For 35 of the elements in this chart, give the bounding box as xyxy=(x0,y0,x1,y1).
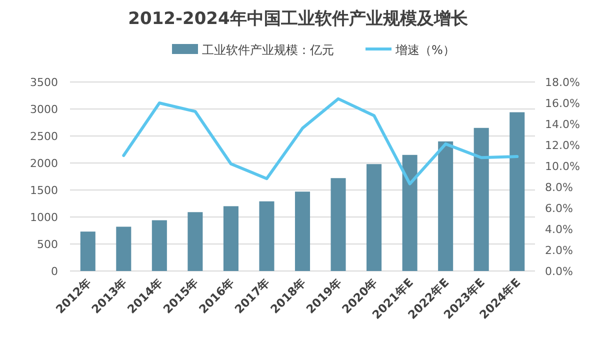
y2-tick-label: 10.0% xyxy=(545,160,580,173)
y2-tick-label: 4.0% xyxy=(545,223,573,236)
bar xyxy=(259,201,274,271)
y2-tick-label: 6.0% xyxy=(545,202,573,215)
bar xyxy=(510,112,525,271)
bar xyxy=(116,226,132,271)
bar xyxy=(294,192,310,271)
y2-tick-label: 8.0% xyxy=(545,181,573,194)
bar xyxy=(223,206,238,271)
bar xyxy=(152,220,167,271)
bar xyxy=(330,178,346,271)
y2-tick-label: 18.0% xyxy=(545,76,580,89)
chart-title: 2012-2024年中国工业软件产业规模及增长 xyxy=(128,9,469,29)
y2-tick-label: 12.0% xyxy=(545,139,580,152)
y-tick-label: 2500 xyxy=(30,130,58,143)
bar xyxy=(188,212,203,271)
bar xyxy=(366,164,382,271)
y2-tick-label: 14.0% xyxy=(545,118,580,131)
y2-tick-label: 0.0% xyxy=(545,265,573,278)
line-series xyxy=(122,97,519,186)
y-tick-label: 3000 xyxy=(30,103,58,116)
y-tick-label: 3500 xyxy=(30,76,58,89)
bar xyxy=(474,128,489,271)
y2-tick-label: 2.0% xyxy=(545,244,573,257)
y-tick-label: 1500 xyxy=(30,184,58,197)
legend-label: 工业软件产业规模：亿元 xyxy=(202,43,334,57)
y-tick-label: 0 xyxy=(51,265,58,278)
bar xyxy=(80,232,96,271)
y-tick-label: 500 xyxy=(37,238,58,251)
bar xyxy=(438,141,454,271)
y2-tick-label: 16.0% xyxy=(545,97,580,110)
y-tick-label: 1000 xyxy=(30,211,58,224)
y-tick-label: 2000 xyxy=(30,157,58,170)
legend-label: 增速（%） xyxy=(394,43,455,57)
bar xyxy=(402,154,418,271)
